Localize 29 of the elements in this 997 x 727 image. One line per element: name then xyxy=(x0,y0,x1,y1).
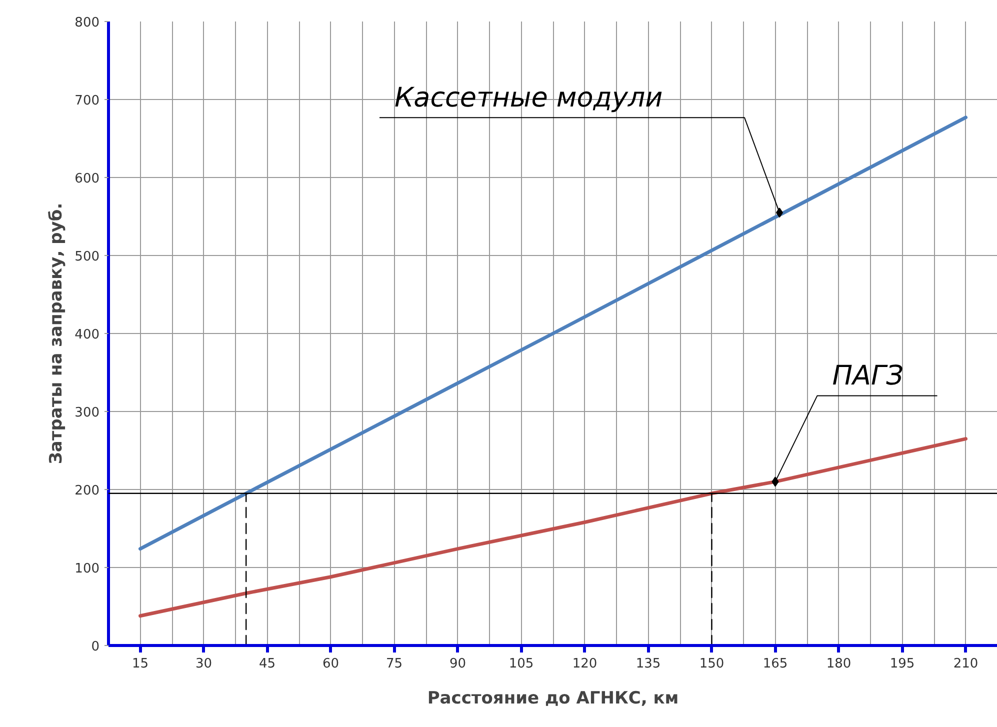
x-tick-label: 135 xyxy=(636,656,661,672)
y-tick-label: 600 xyxy=(74,172,100,186)
y-tick-label: 500 xyxy=(74,250,100,264)
x-tick-label: 180 xyxy=(826,656,852,672)
x-tick-label: 60 xyxy=(322,656,340,672)
annotation: ПАГЗ xyxy=(832,360,904,392)
x-axis-title: Расстояние до АГНКС, км xyxy=(427,688,679,708)
x-tick-label: 45 xyxy=(258,656,276,672)
line-series xyxy=(138,116,968,551)
x-tick-label: 210 xyxy=(953,656,978,672)
x-tick-label: 90 xyxy=(449,656,466,672)
x-tick-label: 195 xyxy=(890,656,915,672)
y-tick-label: 400 xyxy=(74,328,100,342)
x-tick-label: 15 xyxy=(132,656,149,672)
x-tick-label: 105 xyxy=(508,656,534,672)
x-tick-label: 165 xyxy=(762,656,788,672)
y-axis-title: Затраты на заправку, руб. xyxy=(46,202,67,464)
x-tick-label: 75 xyxy=(386,656,403,672)
line-series xyxy=(138,437,968,618)
y-tick-label: 700 xyxy=(74,94,100,108)
y-tick-label: 800 xyxy=(74,16,100,30)
annotation: Кассетные модули xyxy=(394,82,663,114)
x-tick-label: 120 xyxy=(572,656,598,672)
y-tick-label: 300 xyxy=(74,406,100,420)
y-tick-label: 0 xyxy=(91,640,100,654)
y-tick-label: 100 xyxy=(74,562,100,576)
y-tick-label: 200 xyxy=(74,484,100,498)
x-tick-label: 30 xyxy=(195,656,212,672)
x-tick-label: 150 xyxy=(699,656,724,672)
